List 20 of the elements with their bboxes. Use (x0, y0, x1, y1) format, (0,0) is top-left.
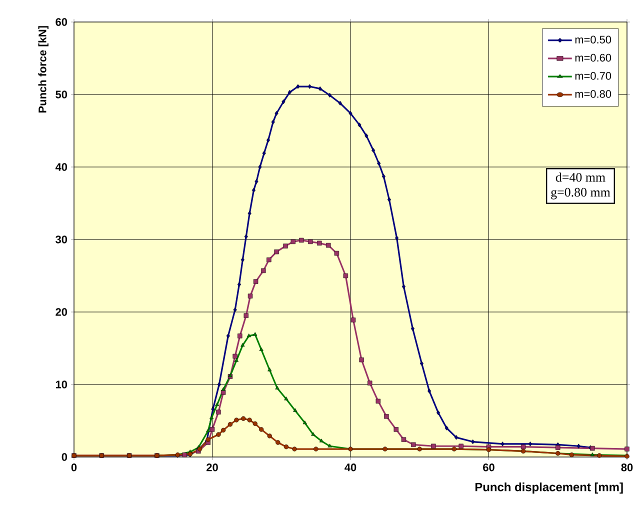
y-tick-label: 0 (62, 453, 68, 461)
y-tick-label: 40 (55, 163, 68, 171)
x-tick-label: 20 (206, 464, 218, 472)
annotation: g=0.80 mm (551, 188, 610, 200)
y-tick-label: 20 (56, 308, 68, 316)
legend-label: m=0.60 (575, 54, 612, 62)
x-tick-label: 40 (344, 464, 356, 472)
y-tick-label: 60 (56, 18, 68, 26)
y-tick-label: 10 (56, 380, 68, 388)
legend-label: m=0.80 (575, 90, 612, 98)
legend-label: m=0.50 (575, 36, 612, 44)
x-tick-label: 80 (621, 464, 633, 472)
y-tick-label: 30 (56, 236, 68, 244)
annotation: d=40 mm (556, 172, 606, 182)
y-tick-label: 50 (56, 90, 68, 98)
x-axis-title: Punch displacement [mm] (475, 482, 623, 494)
legend-label: m=0.70 (575, 72, 612, 80)
x-tick-label: 60 (483, 464, 494, 472)
x-tick-label: 0 (71, 464, 77, 472)
y-axis-title: Punch force [kN] (38, 26, 48, 112)
